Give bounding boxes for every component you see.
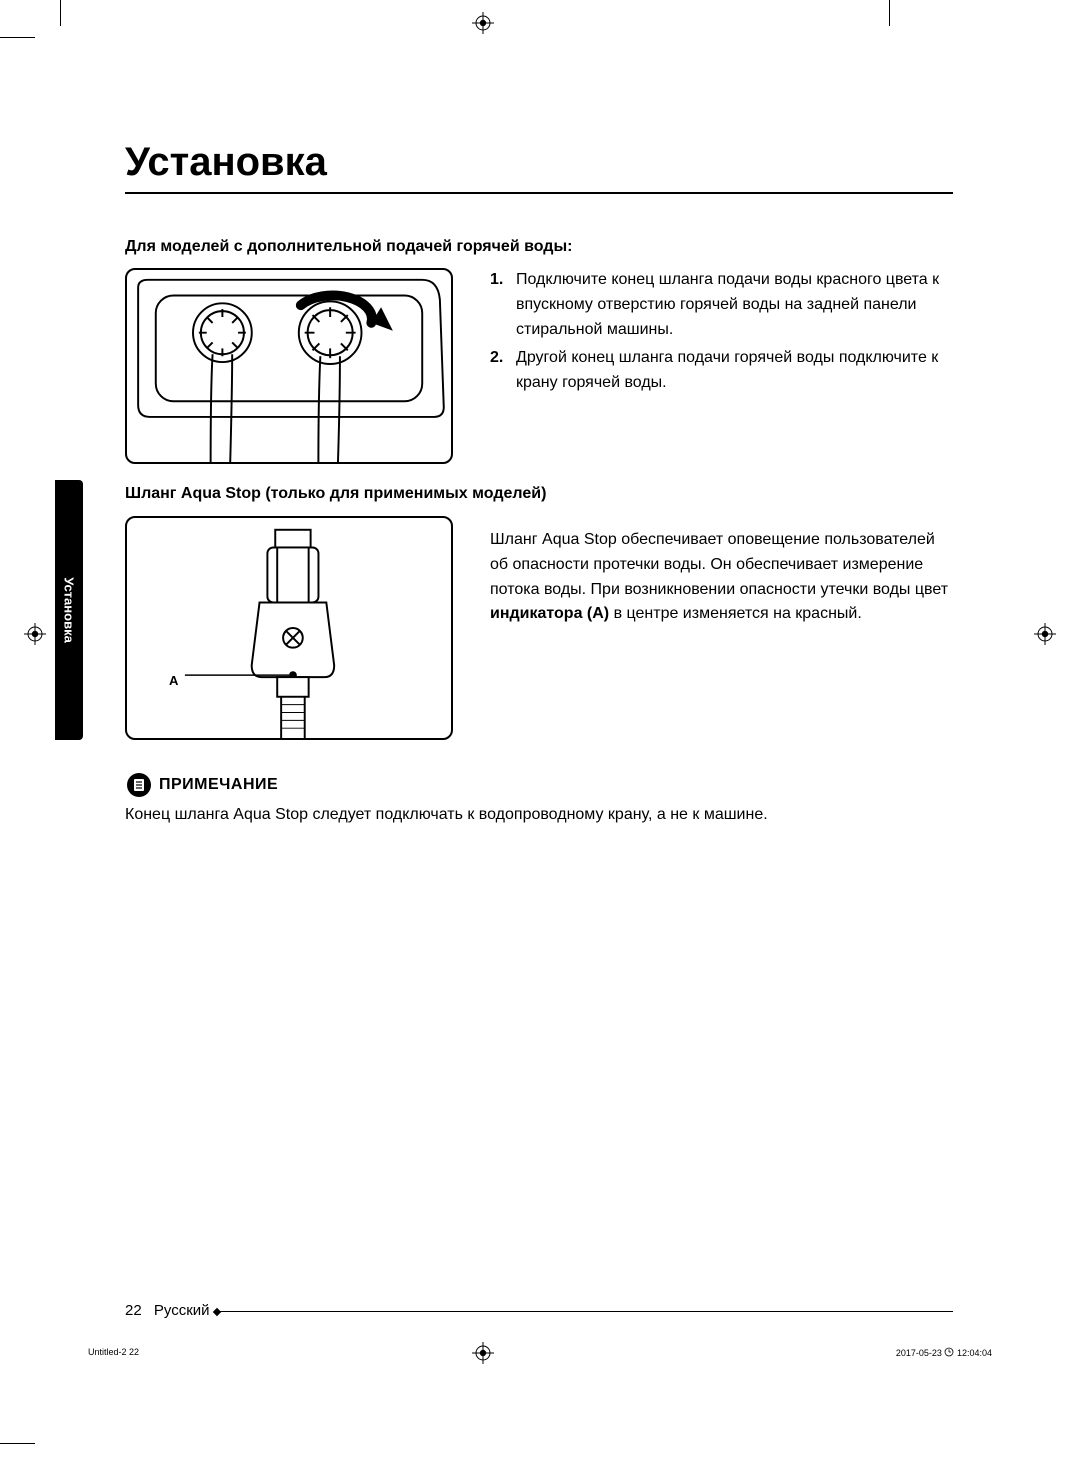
- crop-mark: [60, 0, 61, 26]
- note-label: ПРИМЕЧАНИЕ: [159, 776, 278, 794]
- step-number: 1.: [490, 268, 516, 342]
- crop-mark: [889, 0, 890, 26]
- section2-heading: Шланг Aqua Stop (только для применимых м…: [125, 485, 546, 503]
- page-title: Установка: [125, 140, 327, 185]
- figure-2: A: [125, 516, 453, 740]
- step-item: 1. Подключите конец шланга подачи воды к…: [490, 268, 955, 342]
- page-number: 22: [125, 1302, 142, 1319]
- section1-steps: 1. Подключите конец шланга подачи воды к…: [490, 268, 955, 396]
- title-underline: [125, 192, 953, 194]
- page-footer: 22 Русский: [125, 1302, 210, 1319]
- note-icon: [127, 773, 151, 797]
- step-text: Другой конец шланга подачи горячей воды …: [516, 346, 955, 396]
- crop-mark: [0, 1443, 35, 1444]
- manual-page: Установка Установка Для моделей с дополн…: [0, 0, 1080, 1476]
- note-body: Конец шланга Aqua Stop следует подключат…: [125, 803, 953, 827]
- section-tab-label: Установка: [62, 577, 77, 643]
- section2-body: Шланг Aqua Stop обеспечивает оповещение …: [490, 528, 955, 627]
- step-item: 2. Другой конец шланга подачи горячей во…: [490, 346, 955, 396]
- footer-rule: [220, 1311, 953, 1312]
- imprint-right: 2017-05-23 12:04:04: [896, 1347, 992, 1358]
- step-number: 2.: [490, 346, 516, 396]
- step-text: Подключите конец шланга подачи воды крас…: [516, 268, 955, 342]
- crop-mark: [0, 37, 35, 38]
- imprint-date: 2017-05-23: [896, 1348, 942, 1358]
- registration-mark-icon: [24, 623, 46, 645]
- aqua-stop-diagram: [127, 518, 451, 738]
- section-tab: Установка: [55, 480, 83, 740]
- section2-text-post: в центре изменяется на красный.: [609, 605, 862, 622]
- section2-text-bold: индикатора (A): [490, 605, 609, 622]
- registration-mark-icon: [472, 1342, 494, 1364]
- imprint-left: Untitled-2 22: [88, 1347, 139, 1357]
- figure-1: [125, 268, 453, 464]
- hose-connection-diagram: [127, 270, 451, 462]
- note-header: ПРИМЕЧАНИЕ: [127, 773, 278, 797]
- section1-heading: Для моделей с дополнительной подачей гор…: [125, 238, 572, 256]
- callout-label-a: A: [167, 673, 180, 688]
- registration-mark-icon: [1034, 623, 1056, 645]
- registration-mark-icon: [472, 12, 494, 34]
- section2-text-pre: Шланг Aqua Stop обеспечивает оповещение …: [490, 531, 948, 598]
- clock-icon: [944, 1347, 954, 1357]
- page-language: Русский: [154, 1302, 210, 1319]
- imprint-time: 12:04:04: [957, 1348, 992, 1358]
